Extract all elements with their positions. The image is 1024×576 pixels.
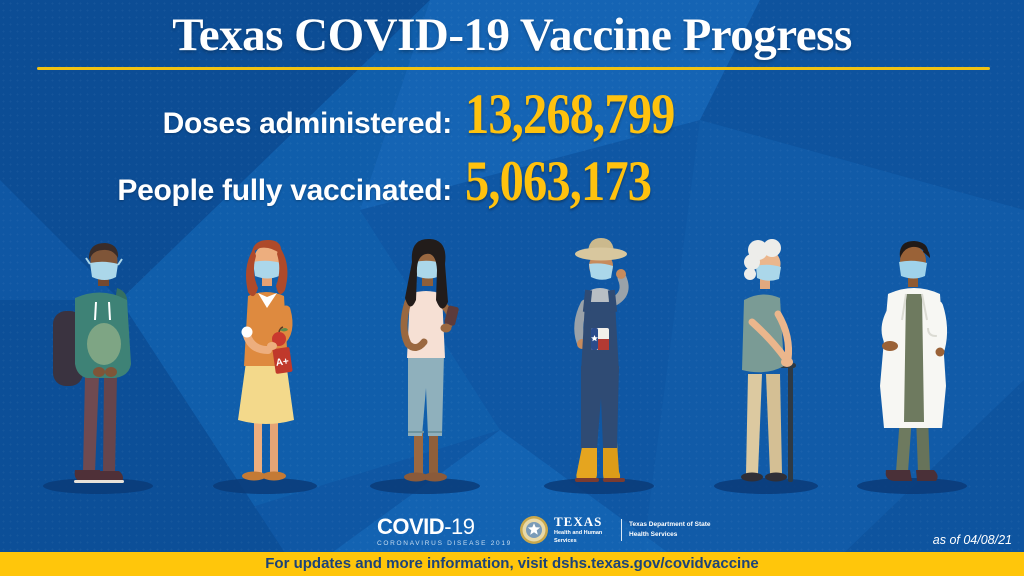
page-title: Texas COVID-19 Vaccine Progress <box>172 9 852 61</box>
hhs-org-name: TEXAS <box>554 514 603 529</box>
as-of-date: as of 04/08/21 <box>932 533 1012 547</box>
texas-flag-pocket <box>591 328 609 350</box>
covid19-logo: COVID-19 CORONAVIRUS DISEASE 2019 <box>377 516 512 548</box>
farmer-with-texas-flag-pocket-illustration <box>544 238 654 494</box>
hhs-org-block: TEXAS Health and Human Services <box>554 515 614 545</box>
covid-word-suffix: -19 <box>444 514 475 539</box>
woman-checking-phone-illustration <box>370 238 480 494</box>
covid19-logo-subtitle: CORONAVIRUS DISEASE 2019 <box>377 540 512 547</box>
covid19-logo-word: COVID-19 <box>377 516 512 538</box>
covid-word-bold: COVID <box>377 514 445 539</box>
hhs-dept-name: Texas Department of State Health Service… <box>629 520 719 540</box>
texas-state-seal-icon <box>520 516 548 545</box>
texas-hhs-logo: TEXAS Health and Human Services Texas De… <box>519 515 719 545</box>
stat-value: 13,268,799 <box>465 83 675 146</box>
stats-block: Doses administered: 13,268,799 People fu… <box>0 82 1024 214</box>
hhs-dept-line1: Texas Department of State <box>629 521 711 529</box>
book-grade-label: A+ <box>275 356 290 369</box>
stat-fully-vaccinated: People fully vaccinated: 5,063,173 <box>0 149 1024 214</box>
hhs-org-subtitle: Health and Human Services <box>554 530 603 544</box>
doctor-in-lab-coat-illustration <box>857 241 967 494</box>
stat-label: Doses administered: <box>162 107 453 140</box>
stat-doses-administered: Doses administered: 13,268,799 <box>0 82 1024 147</box>
logo-divider <box>621 519 622 542</box>
stat-value: 5,063,173 <box>465 150 652 213</box>
student-with-backpack-illustration <box>43 243 153 494</box>
hhs-dept-line2: Health Services <box>629 531 678 539</box>
stat-label: People fully vaccinated: <box>117 174 452 207</box>
elderly-woman-with-cane-illustration <box>714 239 818 494</box>
title-underline <box>37 67 990 70</box>
footer-banner: For updates and more information, visit … <box>0 552 1024 576</box>
teacher-with-apple-and-book-illustration: A+ <box>213 240 317 494</box>
